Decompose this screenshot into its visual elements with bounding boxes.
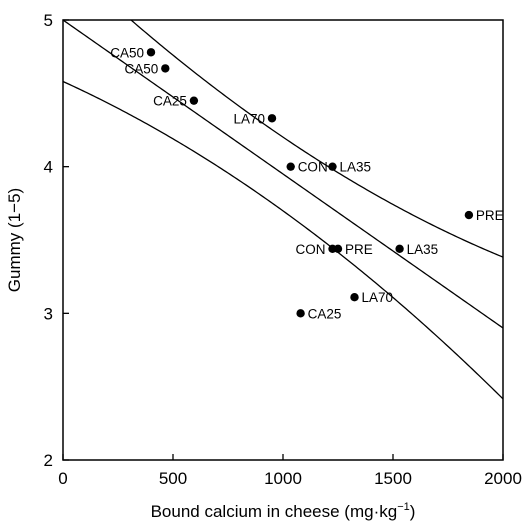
data-point bbox=[286, 162, 295, 171]
data-point bbox=[267, 114, 277, 123]
point-label: CON bbox=[296, 242, 326, 257]
y-tick-label: 3 bbox=[44, 304, 53, 323]
data-point bbox=[464, 210, 474, 220]
data-point bbox=[395, 244, 404, 253]
x-tick-label: 2000 bbox=[484, 469, 522, 488]
data-point bbox=[161, 64, 170, 73]
y-tick-label: 2 bbox=[44, 451, 53, 470]
point-label: LA35 bbox=[407, 242, 439, 257]
point-label: CA50 bbox=[125, 61, 159, 76]
point-label: LA35 bbox=[340, 160, 372, 175]
lower-confidence-curve bbox=[63, 80, 503, 400]
y-axis-title: Gummy (1−5) bbox=[5, 188, 24, 292]
x-axis-title-close: ) bbox=[410, 502, 416, 521]
point-label: PRE bbox=[345, 242, 373, 257]
point-label: PRE bbox=[476, 208, 504, 223]
fit-curves bbox=[63, 20, 503, 400]
point-label: LA70 bbox=[362, 290, 394, 305]
axis-ticks: 0 500 1000 1500 2000 2 3 4 5 bbox=[44, 11, 522, 488]
point-label: LA70 bbox=[233, 111, 265, 126]
data-point bbox=[333, 244, 343, 253]
regression-line bbox=[63, 20, 503, 329]
plot-frame bbox=[62, 19, 504, 461]
data-point bbox=[350, 293, 359, 302]
x-tick-label: 0 bbox=[58, 469, 67, 488]
data-point bbox=[189, 96, 199, 105]
data-point bbox=[296, 309, 305, 318]
y-tick-label: 4 bbox=[44, 158, 53, 177]
point-label: CA25 bbox=[308, 306, 342, 321]
x-tick-label: 1500 bbox=[374, 469, 412, 488]
x-tick-label: 1000 bbox=[264, 469, 302, 488]
data-point bbox=[146, 48, 156, 57]
y-tick-label: 5 bbox=[44, 11, 53, 30]
point-label: CA25 bbox=[153, 94, 187, 109]
upper-confidence-curve bbox=[130, 20, 503, 258]
point-label: CON bbox=[298, 160, 328, 175]
x-axis-title-sup: −1 bbox=[397, 501, 410, 513]
data-point bbox=[328, 162, 337, 171]
point-label: CA50 bbox=[110, 45, 144, 60]
x-axis-title: Bound calcium in cheese (mg·kg−1) bbox=[151, 501, 416, 521]
x-tick-label: 500 bbox=[159, 469, 187, 488]
